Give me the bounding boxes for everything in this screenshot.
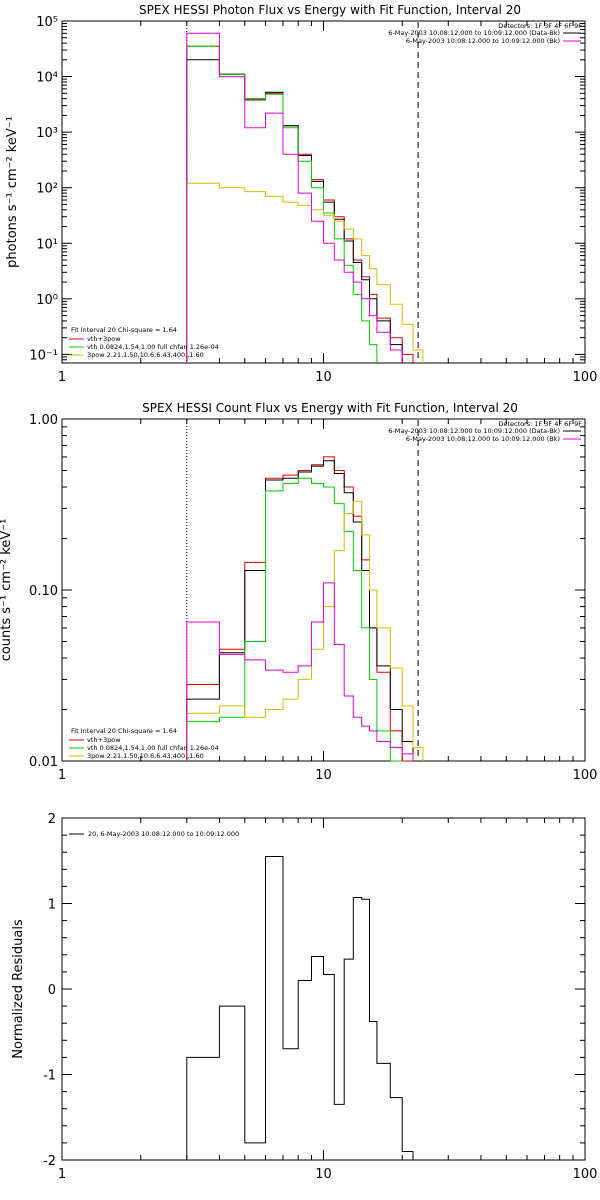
y-tick-label: 0.10 — [29, 584, 58, 599]
legend-text: Fit Interval 20 Chi-square = 1.64 — [71, 727, 177, 735]
x-tick-label: 100 — [573, 1167, 598, 1182]
y-tick-label: 10⁻¹ — [29, 348, 58, 363]
y-tick-label: 10¹ — [36, 237, 58, 252]
series-group — [186, 32, 424, 363]
series-group — [186, 456, 424, 762]
y-tick-label: 2 — [48, 812, 56, 827]
residuals-panel: Normalized Residuals 1 10 100 -2 -1 0 1 2 20, 6… — [11, 812, 597, 1182]
chart-title: SPEX HESSI Photon Flux vs Energy with Fi… — [139, 3, 521, 17]
y-tick-label: 10⁰ — [36, 293, 58, 308]
series-line-bk — [186, 582, 414, 761]
legend-text: 6-May-2003 10:08:12.000 to 10:09:12.000 … — [406, 37, 560, 45]
legend-right: Detectors: 1F 3F 4F 6F 9F 6-May-2003 10:… — [388, 22, 582, 45]
y-tick-label: 0.01 — [29, 755, 58, 770]
legend-text: Detectors: 1F 3F 4F 6F 9F — [498, 420, 582, 428]
x-tick-label: 1 — [58, 768, 66, 783]
series-line-3pow — [186, 182, 424, 363]
reference-lines — [186, 22, 419, 362]
series-group — [186, 856, 414, 1160]
x-tick-label: 1 — [58, 1167, 66, 1182]
series-line-vth-3pow — [186, 456, 413, 762]
x-tick-label: 100 — [573, 370, 598, 385]
legend-right: Detectors: 1F 3F 4F 6F 9F 6-May-2003 10:… — [388, 420, 582, 443]
axis-ticks: 1 10 100 10⁻¹ 10⁰ 10¹ 10² 10³ 10⁴ 10⁵ — [29, 15, 597, 385]
y-tick-label: -1 — [43, 1069, 56, 1084]
x-tick-label: 100 — [573, 768, 598, 783]
y-tick-label: 1 — [48, 898, 56, 913]
legend-text: Detectors: 1F 3F 4F 6F 9F — [498, 22, 582, 30]
y-tick-label: 1.00 — [29, 413, 58, 428]
legend-left: 20, 6-May-2003 10:08:12.000 to 10:09:12.… — [69, 830, 239, 838]
plot-frame — [61, 817, 586, 1161]
y-tick-label: 0 — [48, 983, 56, 998]
series-line-vth — [186, 477, 403, 762]
legend-left: Fit Interval 20 Chi-square = 1.64 vth+3p… — [69, 326, 219, 359]
y-axis-label: Normalized Residuals — [11, 919, 26, 1059]
legend-text: vth+3pow — [87, 736, 121, 744]
legend-text: vth+3pow — [87, 335, 121, 343]
reference-lines — [186, 420, 419, 760]
x-tick-label: 10 — [315, 1167, 332, 1182]
y-tick-label: -2 — [43, 1154, 56, 1169]
legend-text: 6-May-2003 10:08:12.000 to 10:09:12.000 … — [388, 427, 560, 435]
y-axis-label: counts s⁻¹ cm⁻² keV⁻¹ — [0, 519, 14, 662]
series-line-3pow — [186, 500, 424, 761]
legend-text: vth 0.0824,1.54,1.00 full chfan 1.26e-04 — [87, 343, 219, 351]
series-line-vth — [186, 45, 378, 363]
y-tick-label: 10⁵ — [36, 15, 58, 30]
chart-title: SPEX HESSI Count Flux vs Energy with Fit… — [142, 401, 518, 415]
series-line-data-bk — [186, 59, 403, 363]
legend-left: Fit Interval 20 Chi-square = 1.64 vth+3p… — [69, 727, 219, 760]
series-line-data-bk — [186, 460, 414, 761]
legend-text: 3pow 2.21,1.50,10.6,6.43,400.,1.60 — [87, 752, 204, 760]
photon-flux-panel: SPEX HESSI Photon Flux vs Energy with Fi… — [5, 3, 597, 385]
legend-text: vth 0.0824,1.54,1.00 full chfan 1.26e-04 — [87, 744, 219, 752]
y-tick-label: 10⁴ — [36, 71, 58, 86]
series-line-residuals — [186, 856, 414, 1160]
legend-text: 6-May-2003 10:08:12.000 to 10:09:12.000 … — [406, 435, 560, 443]
y-tick-label: 10³ — [36, 126, 58, 141]
count-flux-panel: SPEX HESSI Count Flux vs Energy with Fit… — [0, 401, 597, 783]
y-axis-label: photons s⁻¹ cm⁻² keV⁻¹ — [5, 116, 20, 268]
legend-text: 3pow 2.21,1.50,10.6,6.43,400.,1.60 — [87, 351, 204, 359]
legend-text: 6-May-2003 10:08:12.000 to 10:09:12.000 … — [388, 29, 560, 37]
axis-ticks: 1 10 100 -2 -1 0 1 2 — [43, 812, 597, 1182]
legend-text: 20, 6-May-2003 10:08:12.000 to 10:09:12.… — [88, 830, 239, 838]
x-tick-label: 10 — [315, 370, 332, 385]
series-line-vth-3pow — [186, 45, 414, 363]
x-tick-label: 10 — [315, 768, 332, 783]
y-tick-label: 10² — [36, 182, 58, 197]
series-line-bk — [186, 32, 403, 363]
x-tick-label: 1 — [58, 370, 66, 385]
legend-text: Fit Interval 20 Chi-square = 1.64 — [71, 326, 177, 334]
